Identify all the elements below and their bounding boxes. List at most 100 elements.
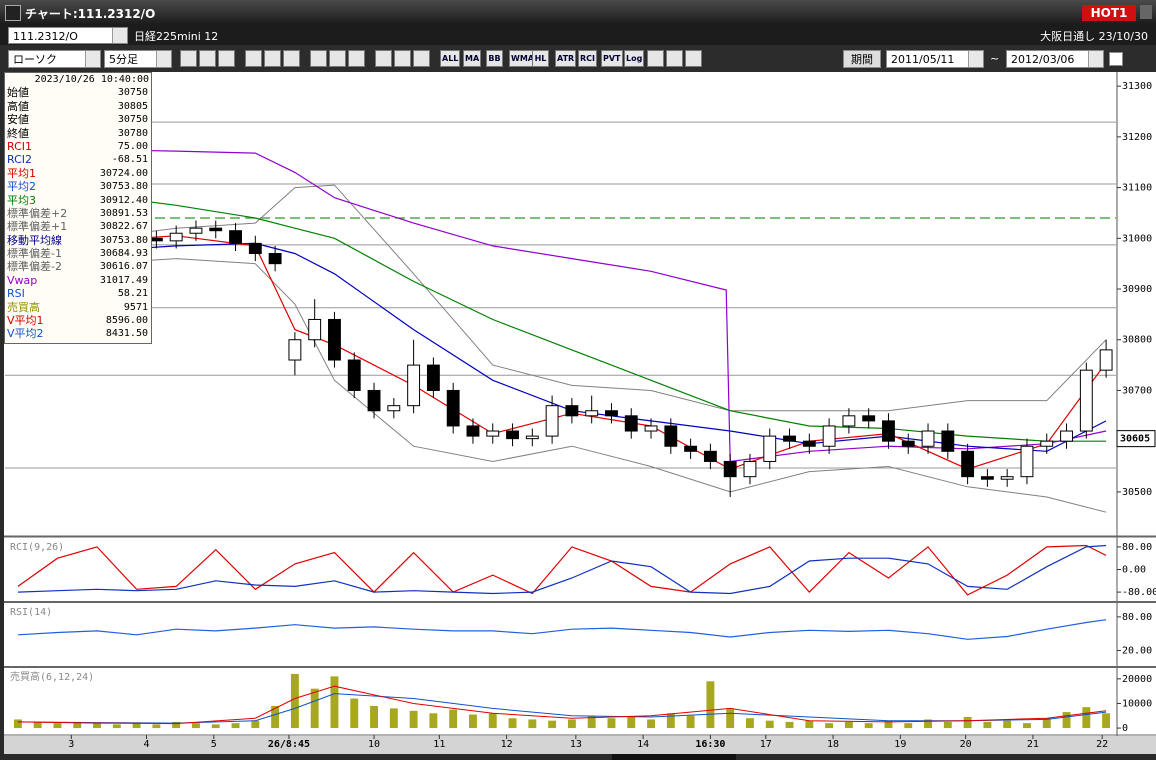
y-tick-label: 31100 [1122,183,1152,194]
tool-icon[interactable] [199,50,216,67]
candle-body [783,435,796,442]
y-tick-label: 31000 [1122,233,1152,244]
checkbox[interactable] [1109,52,1123,66]
volume-bar [666,713,675,729]
info-value: 8431.50 [105,328,148,340]
tool-icon[interactable] [283,50,300,67]
y-tick-label: 31200 [1122,132,1152,143]
candle-body [862,415,876,422]
volume-bar [726,708,735,729]
x-tick-label: 13 [570,739,582,750]
tool-icon[interactable] [329,50,346,67]
chart-style-select[interactable]: ローソク [8,50,101,68]
tool-icon[interactable]: Log [624,50,645,67]
candle-body [605,410,618,417]
to: 2012/03/06 [1011,53,1075,66]
y-tick-label: 30500 [1122,487,1152,498]
period-button[interactable]: 期間 [843,50,881,68]
tool-icon[interactable] [310,50,327,67]
info-label: 移動平均線 [7,233,62,247]
tool-icon[interactable]: BB [486,50,503,67]
tool-icon[interactable]: RCI [578,50,598,67]
symbol-input[interactable]: 111.2312/O [8,27,128,44]
info-label: 平均2 [7,180,36,194]
tool-icon[interactable] [348,50,365,67]
candle-body [506,430,519,440]
tool-icon[interactable]: MA [463,50,482,67]
series-line [17,147,1107,463]
market: 大阪日通し [1040,30,1096,43]
x-tick-label: 21 [1027,739,1039,750]
tool-icon[interactable]: ALL [440,50,461,67]
tool-icon[interactable] [666,50,683,67]
candle-body [308,318,322,341]
volume-bar [528,719,537,729]
hot-badge[interactable]: HOT1 [1082,5,1136,21]
tool-icon[interactable]: ATR [555,50,577,67]
x-tick-label: 5 [211,739,217,750]
candle-body [743,460,757,478]
volume-bar [192,723,200,729]
tool-icon[interactable]: HL [532,50,549,67]
y-tick-label: 31300 [1122,81,1152,92]
from-date[interactable]: 2011/05/11 [886,50,984,68]
series-line [17,544,1107,595]
dropdown-arrow[interactable] [968,51,983,67]
tool-icon[interactable] [413,50,430,67]
app-icon [5,5,21,21]
dropdown-arrow[interactable] [156,51,171,67]
volume-bar [469,714,477,729]
info-datetime: 2023/10/26 10:40:00 [34,74,149,85]
volume-bar [983,721,992,729]
info-row: RCI2 -68.51 [5,153,151,166]
volume-bar [488,713,497,729]
volume-bar [271,705,280,729]
tool-icon[interactable] [264,50,281,67]
info-label: 売買高 [7,300,40,314]
info-label: 標準偏差-2 [7,260,62,274]
dropdown-arrow[interactable] [85,51,100,67]
info-row: V平均2 8431.50 [5,327,151,340]
tool-icon[interactable] [647,50,664,67]
scrollbar[interactable] [612,754,736,760]
y-tick-label: -80.00 [1122,587,1156,598]
info-label: 平均3 [7,193,36,207]
dropdown-arrow[interactable] [1088,51,1103,67]
info-label: RSI [7,287,25,301]
info-value: 30724.00 [99,167,148,179]
candle-body [486,430,500,437]
info-label: RCI2 [7,153,33,167]
series-line [17,685,1107,725]
candle-body [624,415,638,432]
tool-icon[interactable] [218,50,235,67]
info-value: -68.51 [111,154,148,166]
tool-icon[interactable] [394,50,411,67]
info-value: 30616.07 [99,261,148,273]
volume-bar [765,720,774,729]
title-bar: チャート:111.2312/O HOT1 [0,0,1156,25]
close-button[interactable] [1140,5,1152,19]
candle-body [328,318,341,361]
tool-icon[interactable] [375,50,392,67]
dropdown-arrow[interactable] [112,28,127,43]
tool-icon[interactable] [180,50,197,67]
volume-bar [290,673,299,729]
tool-icon[interactable] [245,50,262,67]
tool-icon[interactable]: PVT [601,50,623,67]
to-date[interactable]: 2012/03/06 [1006,50,1104,68]
volume-bar [1082,707,1091,729]
info-label: 高値 [7,99,29,113]
candle-body [149,237,163,242]
interval-select[interactable]: 5分足 [104,50,172,68]
volume-bar [350,698,359,729]
info-value: 75.00 [117,140,148,152]
window-title: チャート:111.2312/O [25,7,156,21]
series-line [17,693,1107,724]
last-price-label: 30605 [1120,434,1150,445]
candle-body [1020,445,1034,478]
candle-body [763,435,777,462]
info-value: 30805 [117,100,148,112]
candle-body [169,232,183,242]
tool-icon[interactable] [685,50,702,67]
